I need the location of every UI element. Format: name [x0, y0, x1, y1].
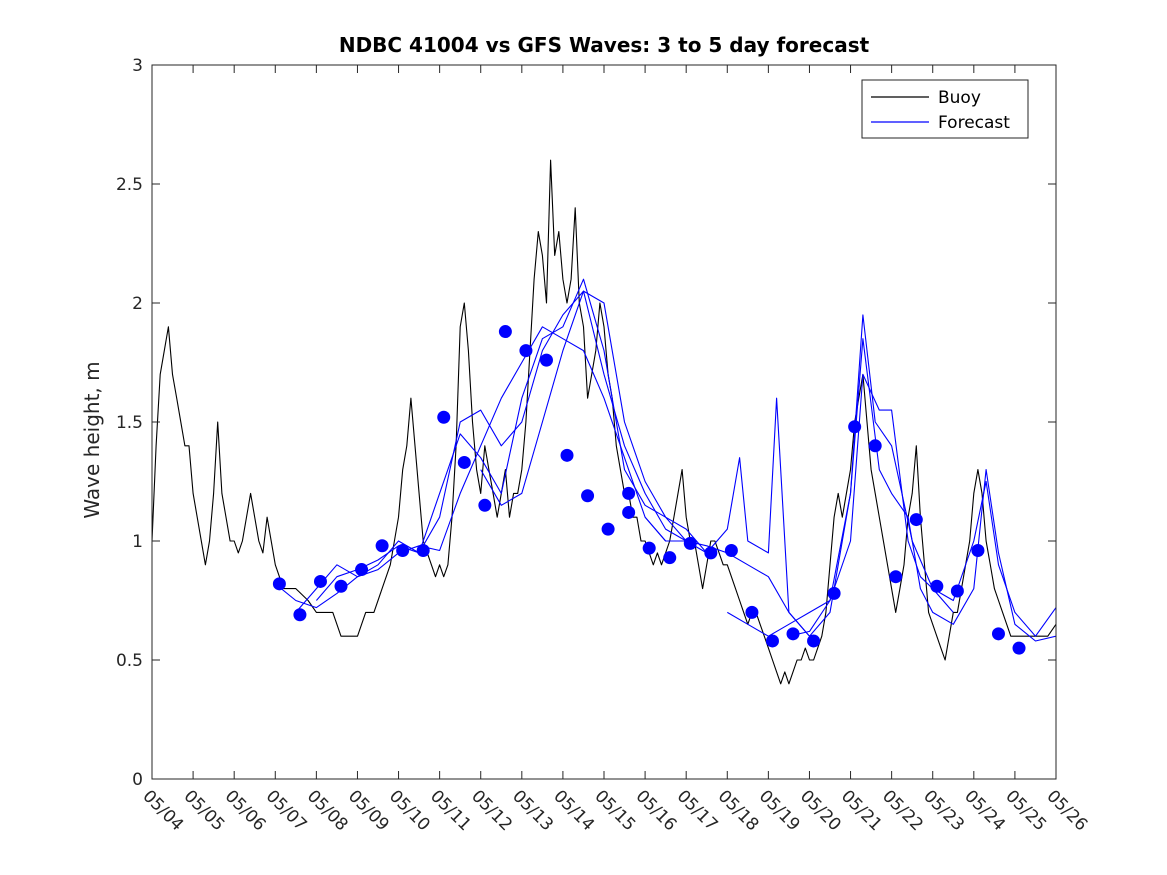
y-tick-label: 0: [132, 770, 143, 790]
forecast-marker: [1012, 641, 1026, 655]
forecast-series-line-4: [480, 290, 810, 637]
chart-title: NDBC 41004 vs GFS Waves: 3 to 5 day fore…: [339, 33, 870, 57]
forecast-marker: [313, 574, 327, 588]
forecast-marker: [642, 541, 656, 555]
series-group: [152, 159, 1056, 685]
forecast-marker: [724, 544, 738, 558]
forecast-marker: [498, 325, 512, 339]
forecast-marker: [560, 448, 574, 462]
forecast-series-line-7: [788, 338, 1056, 642]
forecast-marker: [663, 551, 677, 565]
forecast-marker: [457, 455, 471, 469]
forecast-marker: [622, 505, 636, 519]
forecast-marker: [704, 546, 718, 560]
forecast-marker: [889, 570, 903, 584]
forecast-series-line-6: [727, 373, 1056, 637]
y-tick-label: 2.5: [116, 175, 143, 195]
forecast-marker: [539, 353, 553, 367]
y-tick-label: 0.5: [116, 651, 143, 671]
forecast-marker: [683, 536, 697, 550]
legend-buoy-label: Buoy: [938, 88, 981, 108]
y-tick-label: 3: [132, 56, 143, 76]
forecast-marker: [971, 544, 985, 558]
y-axis-label: Wave height, m: [80, 361, 104, 518]
forecast-marker: [991, 627, 1005, 641]
y-tick-label: 1: [132, 532, 143, 552]
forecast-marker: [375, 539, 389, 553]
forecast-marker: [272, 577, 286, 591]
forecast-marker: [355, 563, 369, 577]
forecast-marker: [950, 584, 964, 598]
forecast-marker: [437, 410, 451, 424]
forecast-marker: [765, 634, 779, 648]
forecast-marker: [930, 579, 944, 593]
forecast-marker: [416, 544, 430, 558]
forecast-marker: [581, 489, 595, 503]
y-tick-label: 1.5: [116, 413, 143, 433]
forecast-marker: [868, 439, 882, 453]
forecast-marker: [478, 498, 492, 512]
legend: Buoy Forecast: [861, 79, 1029, 139]
forecast-marker: [519, 344, 533, 358]
forecast-marker: [293, 608, 307, 622]
forecast-marker: [334, 579, 348, 593]
forecast-marker: [745, 605, 759, 619]
forecast-marker: [601, 522, 615, 536]
legend-forecast-label: Forecast: [938, 113, 1010, 133]
forecast-marker: [827, 586, 841, 600]
forecast-marker: [622, 486, 636, 500]
legend-box: [861, 79, 1029, 139]
forecast-marker: [909, 513, 923, 527]
forecast-series-line-3: [315, 278, 708, 601]
forecast-marker: [786, 627, 800, 641]
y-tick-label: 2: [132, 294, 143, 314]
forecast-marker: [807, 634, 821, 648]
forecast-marker: [396, 544, 410, 558]
forecast-marker: [848, 420, 862, 434]
plot-area: [152, 159, 1056, 685]
